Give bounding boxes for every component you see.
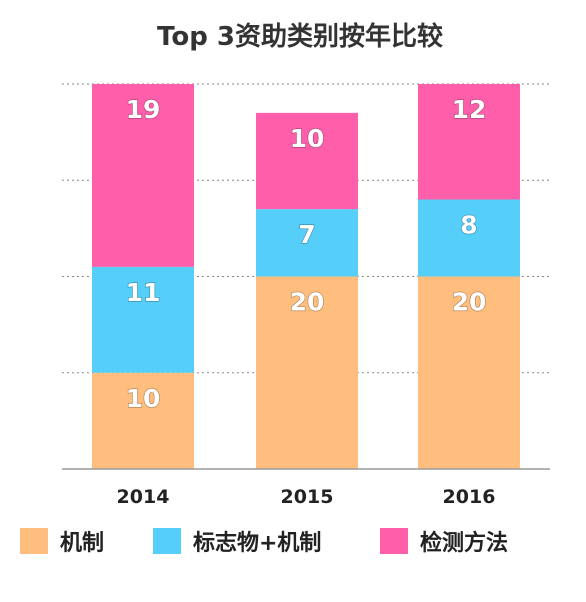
- bar-2015-series-1: [256, 209, 358, 277]
- legend-label-0: 机制: [60, 531, 104, 556]
- value-label-2014-series-2: 19: [126, 95, 161, 124]
- bar-2015-series-0: [256, 276, 358, 469]
- bar-2016-series-2: [418, 84, 520, 200]
- bars: 10 11 19 20 7 10 20 8 12: [92, 84, 520, 469]
- legend-swatch-1: [153, 528, 181, 554]
- bar-2014-series-0: [92, 372, 194, 469]
- chart-title: Top 3资助类别按年比较: [157, 21, 443, 52]
- legend-swatch-0: [20, 528, 48, 554]
- bar-2015-series-2: [256, 112, 358, 210]
- value-label-2016-series-0: 20: [452, 288, 487, 317]
- x-tick-label-2014: 2014: [117, 486, 170, 508]
- value-label-2014-series-1: 11: [126, 278, 161, 307]
- legend-label-2: 检测方法: [420, 530, 508, 556]
- value-label-2015-series-2: 10: [290, 124, 325, 153]
- x-axis-ticks: 2014 2015 2016: [117, 486, 496, 508]
- legend-swatch-2: [380, 528, 408, 554]
- value-label-2016-series-2: 12: [452, 95, 487, 124]
- bar-2016-series-1: [418, 199, 520, 277]
- legend-label-1: 标志物+机制: [193, 530, 321, 556]
- bar-2014-series-1: [92, 266, 194, 373]
- legend-item-2: 检测方法: [380, 528, 508, 556]
- value-label-2014-series-0: 10: [126, 384, 161, 413]
- x-tick-label-2016: 2016: [443, 486, 496, 508]
- bar-2016-series-0: [418, 276, 520, 469]
- bar-2014-series-2: [92, 84, 194, 267]
- legend: 机制 标志物+机制 检测方法: [20, 528, 508, 556]
- x-tick-label-2015: 2015: [281, 486, 334, 508]
- value-label-2015-series-1: 7: [298, 220, 315, 249]
- value-label-2015-series-0: 20: [290, 288, 325, 317]
- value-label-2016-series-1: 8: [460, 211, 477, 240]
- legend-item-1: 标志物+机制: [153, 528, 321, 556]
- legend-item-0: 机制: [20, 528, 104, 556]
